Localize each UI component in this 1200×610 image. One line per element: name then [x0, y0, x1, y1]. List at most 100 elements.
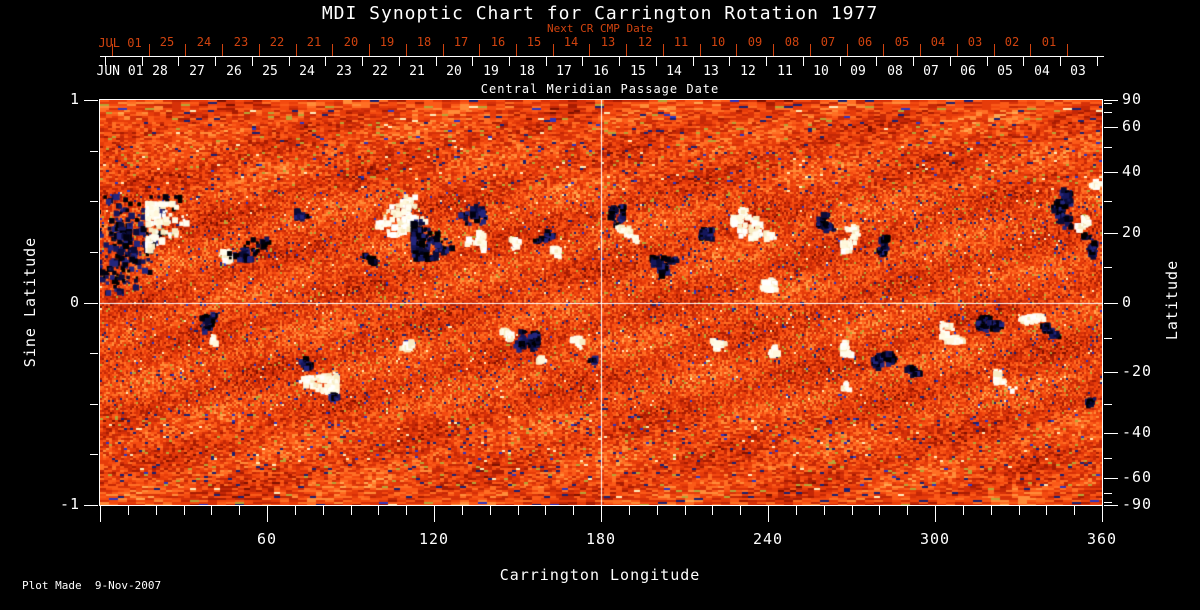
longitude-tick [629, 506, 630, 515]
latitude-tick [1104, 493, 1112, 494]
sine-latitude-tick-label: -1 [59, 495, 80, 513]
next-cr-day-label: 05 [894, 35, 910, 49]
latitude-tick [1104, 404, 1112, 405]
longitude-tick [323, 506, 324, 515]
cmp-tick [1097, 57, 1098, 66]
cmp-tick [840, 57, 841, 66]
longitude-tick [601, 506, 602, 522]
cmp-day-label: 23 [336, 64, 352, 79]
latitude-tick [1104, 147, 1112, 148]
cmp-day-label: 09 [850, 64, 866, 79]
cmp-tick [913, 57, 914, 66]
latitude-tick [1104, 201, 1112, 202]
longitude-tick [573, 506, 574, 515]
sine-latitude-tick [84, 505, 98, 506]
cmp-tick [950, 57, 951, 66]
longitude-tick [295, 506, 296, 515]
longitude-tick [434, 506, 435, 522]
sine-latitude-tick [90, 201, 98, 202]
sine-latitude-tick [90, 404, 98, 405]
cmp-tick [325, 57, 326, 66]
next-cr-day-label: 18 [416, 35, 432, 49]
next-cr-day-label: 22 [269, 35, 285, 49]
cmp-axis-title: Central Meridian Passage Date [480, 82, 720, 96]
longitude-tick [796, 506, 797, 515]
next-cr-tick [920, 44, 921, 56]
next-cr-tick [883, 44, 884, 56]
next-cr-day-label: 10 [710, 35, 726, 49]
longitude-tick [462, 506, 463, 515]
cmp-tick [436, 57, 437, 66]
next-cr-day-label: 06 [857, 35, 873, 49]
cmp-tick [876, 57, 877, 66]
latitude-tick [1104, 303, 1118, 304]
cmp-tick [105, 57, 106, 66]
cmp-day-label: 04 [1034, 64, 1050, 79]
latitude-tick-label: -20 [1122, 362, 1153, 380]
longitude-tick [378, 506, 379, 515]
cmp-day-label: 22 [372, 64, 388, 79]
latitude-tick-label: 20 [1122, 223, 1143, 241]
cmp-day-label: 21 [409, 64, 425, 79]
cmp-day-label: 10 [813, 64, 829, 79]
cmp-tick [546, 57, 547, 66]
cmp-day-label: 18 [519, 64, 535, 79]
magnetogram-canvas [100, 100, 1102, 505]
cmp-day-label: 16 [593, 64, 609, 79]
latitude-tick-label: 40 [1122, 162, 1143, 180]
cmp-day-label: 24 [299, 64, 315, 79]
next-cr-day-label: 21 [306, 35, 322, 49]
longitude-tick [963, 506, 964, 515]
next-cr-tick [1030, 44, 1031, 56]
next-cr-tick [626, 44, 627, 56]
longitude-tick [740, 506, 741, 515]
sine-latitude-tick [90, 353, 98, 354]
next-cr-day-label: 20 [343, 35, 359, 49]
latitude-tick [1104, 478, 1118, 479]
sine-latitude-tick [90, 151, 98, 152]
cmp-day-label: 28 [152, 64, 168, 79]
longitude-tick [184, 506, 185, 515]
sine-latitude-tick [90, 252, 98, 253]
longitude-tick [879, 506, 880, 515]
cmp-day-label: 06 [960, 64, 976, 79]
longitude-tick [991, 506, 992, 515]
longitude-tick [935, 506, 936, 522]
latitude-tick-label: -60 [1122, 468, 1153, 486]
latitude-tick [1104, 172, 1118, 173]
next-cr-tick [736, 44, 737, 56]
next-cr-tick [443, 44, 444, 56]
next-cr-tick [406, 44, 407, 56]
cmp-axis-line [100, 56, 1104, 57]
latitude-tick-label: 0 [1122, 293, 1133, 311]
latitude-tick [1104, 505, 1118, 506]
cmp-tick [766, 57, 767, 66]
next-cr-day-label: 02 [1004, 35, 1020, 49]
next-cr-tick [516, 44, 517, 56]
longitude-tick [239, 506, 240, 515]
sine-latitude-tick-label: 1 [69, 90, 80, 108]
longitude-tick [490, 506, 491, 515]
next-cr-tick [296, 44, 297, 56]
cmp-tick [729, 57, 730, 66]
next-cr-day-label: 08 [784, 35, 800, 49]
cmp-tick [509, 57, 510, 66]
latitude-tick [1104, 458, 1112, 459]
longitude-tick [657, 506, 658, 515]
latitude-tick-label: 90 [1122, 90, 1143, 108]
cmp-tick [215, 57, 216, 66]
longitude-tick [518, 506, 519, 515]
latitude-tick [1104, 127, 1118, 128]
chart-title: MDI Synoptic Chart for Carrington Rotati… [321, 3, 879, 24]
next-cr-day-label: 03 [967, 35, 983, 49]
next-cr-day-label: 12 [637, 35, 653, 49]
next-cr-day-label: 14 [563, 35, 579, 49]
longitude-tick-label: 120 [418, 530, 450, 548]
longitude-tick [100, 506, 101, 522]
longitude-tick-label: 300 [919, 530, 951, 548]
cmp-day-label: 07 [923, 64, 939, 79]
next-cr-tick [700, 44, 701, 56]
latitude-tick [1104, 233, 1118, 234]
next-cr-day-label: 01 [1041, 35, 1057, 49]
next-cr-day-label: 15 [526, 35, 542, 49]
